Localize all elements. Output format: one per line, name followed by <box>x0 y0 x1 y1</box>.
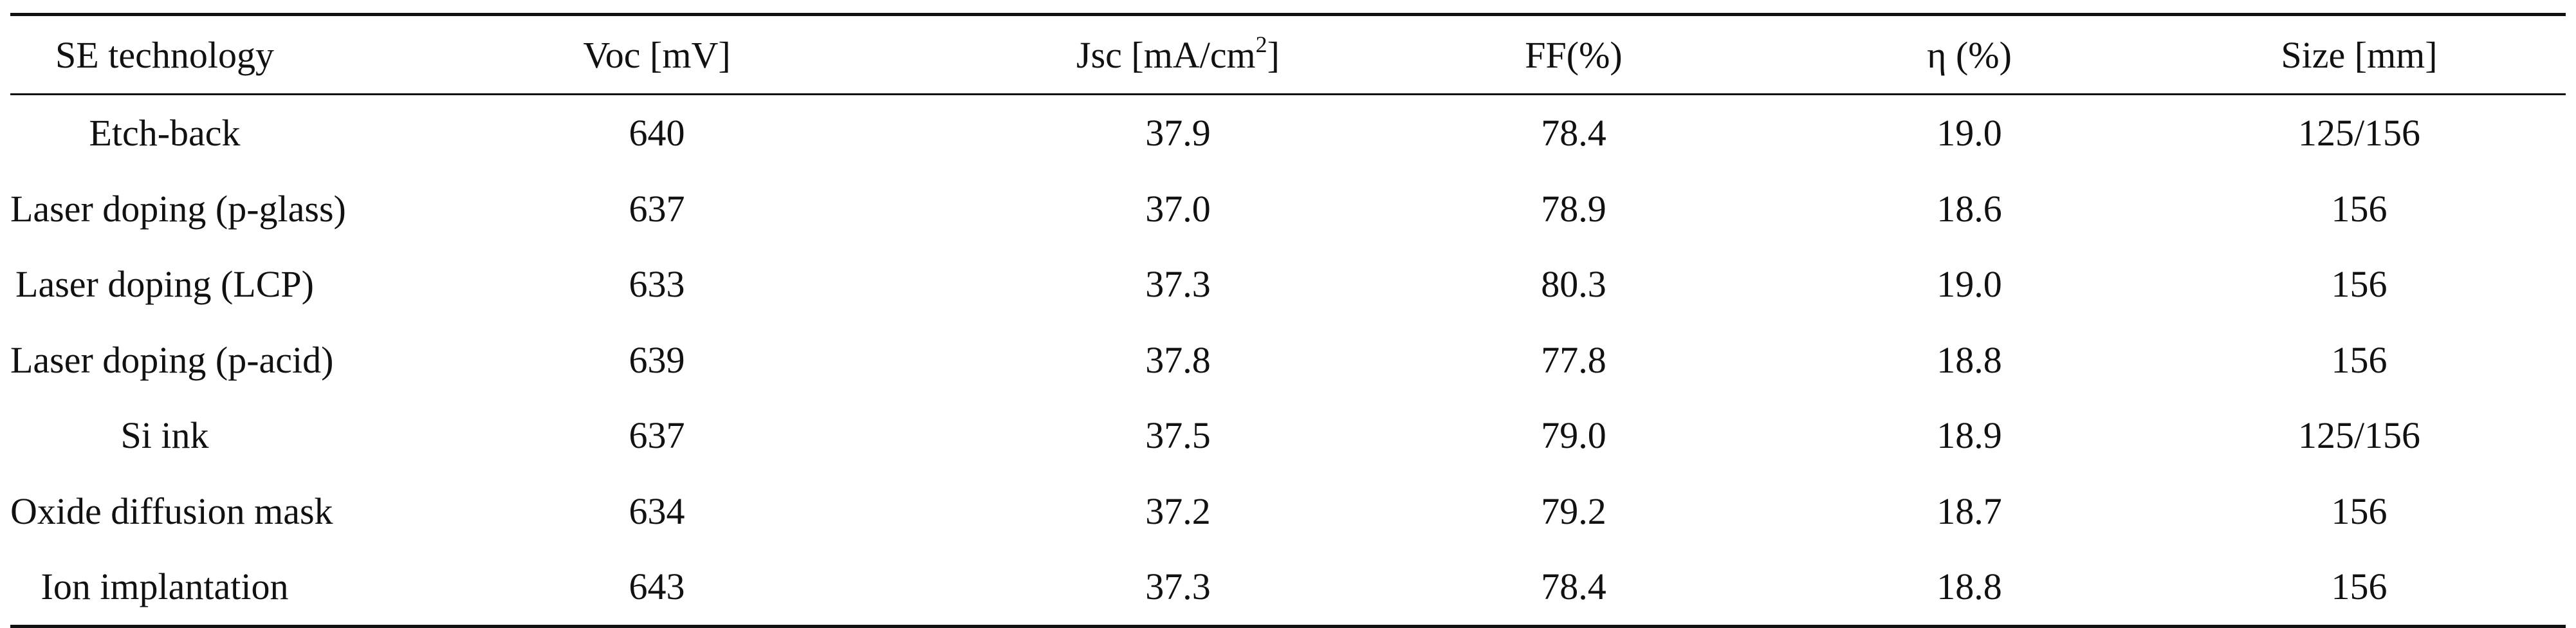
cell-ff: 79.2 <box>1541 490 1606 532</box>
cell-eta: 19.0 <box>1937 112 2002 154</box>
header-jsc: Jsc [mA/cm2] <box>995 15 1361 95</box>
cell-voc: 637 <box>629 187 685 230</box>
cell-voc: 639 <box>629 338 685 381</box>
cell-size: 125/156 <box>2297 112 2421 154</box>
header-eta: η (%) <box>1786 15 2153 95</box>
cell-se-technology: Laser doping (p-glass) <box>10 187 346 230</box>
cell-voc: 634 <box>629 490 685 532</box>
cell-eta: 18.9 <box>1937 414 2002 457</box>
table-row: Oxide diffusion mask 634 37.2 79.2 18.7 … <box>10 474 2566 550</box>
cell-se-technology: Laser doping (p-acid) <box>10 338 334 381</box>
cell-size: 156 <box>2331 490 2387 532</box>
cell-eta: 18.7 <box>1937 490 2002 532</box>
cell-size: 125/156 <box>2297 414 2421 457</box>
table-row: Ion implantation 643 37.3 78.4 18.8 156 <box>10 549 2566 626</box>
cell-size: 156 <box>2331 566 2387 608</box>
cell-se-technology: Si ink <box>120 414 209 457</box>
cell-voc: 637 <box>629 414 685 457</box>
cell-size: 156 <box>2331 187 2387 230</box>
cell-jsc: 37.9 <box>1145 112 1211 154</box>
cell-jsc: 37.0 <box>1145 187 1211 230</box>
cell-ff: 80.3 <box>1541 263 1606 306</box>
header-row: SE technology Voc [mV] Jsc [mA/cm2] FF(%… <box>10 14 2566 95</box>
table-row: Si ink 637 37.5 79.0 18.9 125/156 <box>10 398 2566 474</box>
cell-ff: 77.8 <box>1541 338 1606 381</box>
cell-voc: 640 <box>629 112 685 154</box>
cell-size: 156 <box>2331 263 2387 306</box>
cell-se-technology: Laser doping (LCP) <box>15 263 314 306</box>
cell-eta: 18.8 <box>1937 566 2002 608</box>
header-se-technology: SE technology <box>10 15 319 95</box>
table-row: Etch-back 640 37.9 78.4 19.0 125/156 <box>10 95 2566 171</box>
cell-eta: 18.6 <box>1937 187 2002 230</box>
cell-se-technology: Oxide diffusion mask <box>10 490 333 532</box>
header-se-technology-label: SE technology <box>55 33 274 76</box>
table-row: Laser doping (p-glass) 637 37.0 78.9 18.… <box>10 171 2566 247</box>
cell-jsc: 37.8 <box>1145 338 1211 381</box>
cell-se-technology: Ion implantation <box>41 566 289 608</box>
header-jsc-suffix: ] <box>1267 33 1280 76</box>
header-eta-label: η (%) <box>1927 33 2012 76</box>
cell-size: 156 <box>2331 338 2387 381</box>
header-size: Size [mm] <box>2153 15 2566 95</box>
table-row: Laser doping (LCP) 633 37.3 80.3 19.0 15… <box>10 246 2566 322</box>
cell-jsc: 37.2 <box>1145 490 1211 532</box>
cell-jsc: 37.5 <box>1145 414 1211 457</box>
cell-ff: 78.4 <box>1541 112 1606 154</box>
cell-voc: 633 <box>629 263 685 306</box>
cell-eta: 18.8 <box>1937 338 2002 381</box>
cell-ff: 78.4 <box>1541 566 1606 608</box>
header-ff-label: FF(%) <box>1525 33 1623 76</box>
cell-ff: 79.0 <box>1541 414 1606 457</box>
cell-jsc: 37.3 <box>1145 566 1211 608</box>
header-jsc-superscript: 2 <box>1255 31 1267 57</box>
cell-eta: 19.0 <box>1937 263 2002 306</box>
cell-se-technology: Etch-back <box>89 112 241 154</box>
cell-ff: 78.9 <box>1541 187 1606 230</box>
table-header: SE technology Voc [mV] Jsc [mA/cm2] FF(%… <box>10 14 2566 95</box>
header-size-label: Size [mm] <box>2281 33 2438 76</box>
cell-voc: 643 <box>629 566 685 608</box>
table-container: SE technology Voc [mV] Jsc [mA/cm2] FF(%… <box>10 13 2566 628</box>
header-ff: FF(%) <box>1361 15 1786 95</box>
table-row: Laser doping (p-acid) 639 37.8 77.8 18.8… <box>10 322 2566 398</box>
header-voc-label: Voc [mV] <box>583 33 731 76</box>
table-body: Etch-back 640 37.9 78.4 19.0 125/156 Las… <box>10 95 2566 626</box>
cell-jsc: 37.3 <box>1145 263 1211 306</box>
header-voc: Voc [mV] <box>319 15 995 95</box>
se-technology-comparison-table: SE technology Voc [mV] Jsc [mA/cm2] FF(%… <box>10 13 2566 628</box>
header-jsc-label: Jsc [mA/cm <box>1076 33 1256 76</box>
